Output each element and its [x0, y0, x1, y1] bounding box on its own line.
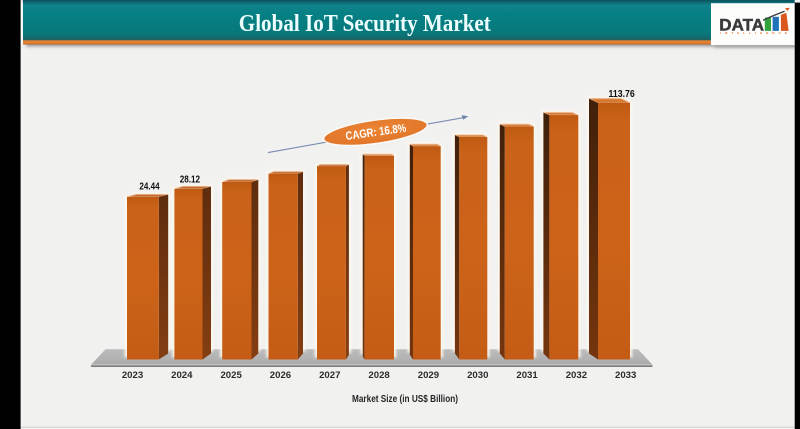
- svg-text:2033: 2033: [615, 370, 636, 381]
- svg-text:28.12: 28.12: [180, 175, 201, 186]
- svg-text:2028: 2028: [368, 370, 390, 381]
- svg-text:2025: 2025: [220, 370, 242, 381]
- svg-text:2030: 2030: [467, 370, 488, 381]
- svg-text:2027: 2027: [319, 370, 340, 381]
- svg-text:113.76: 113.76: [609, 89, 636, 100]
- svg-text:2032: 2032: [566, 370, 587, 381]
- svg-text:2029: 2029: [418, 370, 439, 381]
- svg-text:2024: 2024: [171, 370, 193, 381]
- svg-text:2023: 2023: [122, 370, 143, 381]
- svg-text:Global IoT Security Market: Global IoT Security Market: [239, 10, 492, 37]
- svg-text:Market Size (in US$ Billion): Market Size (in US$ Billion): [352, 394, 458, 405]
- svg-text:24.44: 24.44: [139, 181, 160, 192]
- svg-text:2026: 2026: [270, 370, 291, 381]
- svg-text:DATA: DATA: [719, 15, 764, 34]
- svg-text:2031: 2031: [516, 370, 538, 381]
